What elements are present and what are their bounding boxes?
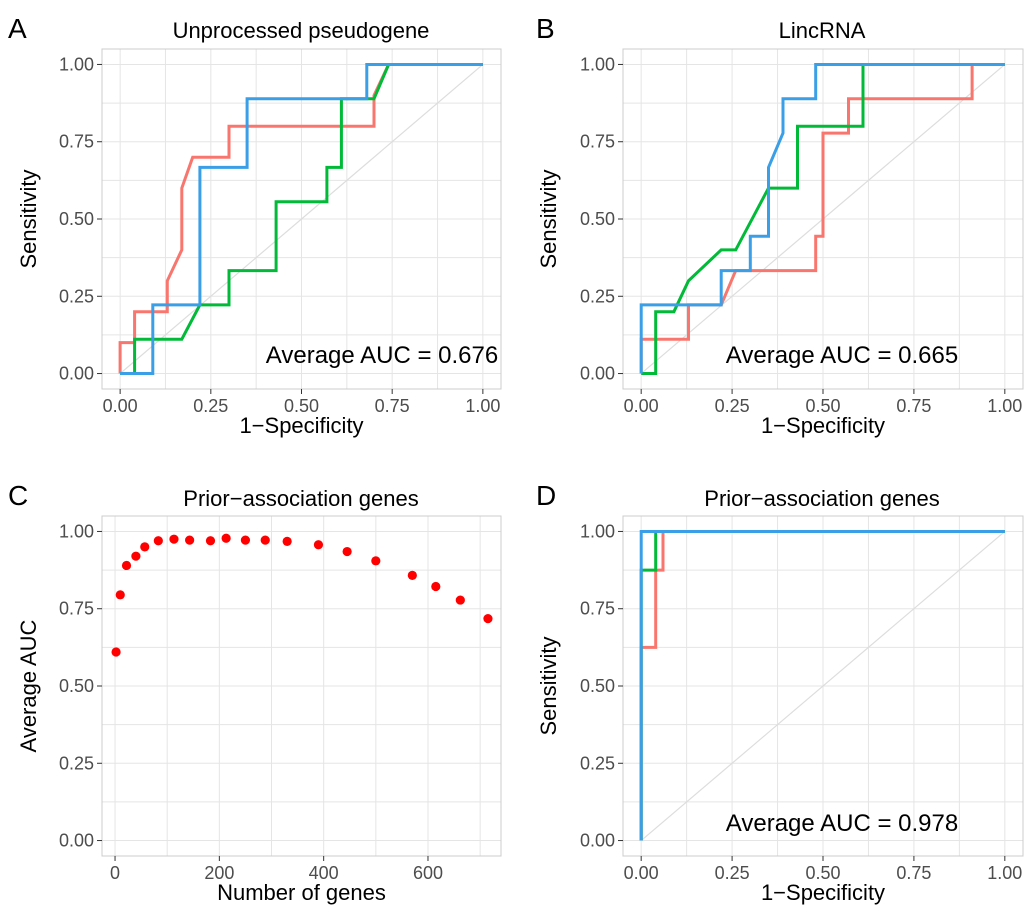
x-tick-label: 0.50 <box>284 396 319 416</box>
y-tick-label: 0.25 <box>580 753 615 773</box>
data-point <box>205 536 216 546</box>
x-tick-label: 0.00 <box>103 396 138 416</box>
auc-annotation: Average AUC = 0.978 <box>726 810 958 837</box>
panel-d: 0.00 0.25 0.50 0.75 1.00 0.00 0.25 0.50 0.75 1.00… <box>536 480 1024 905</box>
y-tick-label: 0.75 <box>580 599 615 619</box>
x-axis-title: 1−Specificity <box>761 413 885 438</box>
x-tick-label: 0.75 <box>896 863 931 883</box>
x-tick-label: 1.00 <box>987 396 1022 416</box>
y-axis-title: Sensitivity <box>536 636 561 735</box>
panel-b: 0.00 0.25 0.50 0.75 1.00 0.00 0.25 0.50 0.75 1.00… <box>536 13 1024 438</box>
y-tick-label: 0.50 <box>580 209 615 229</box>
y-tick-label: 0.25 <box>59 286 94 306</box>
panel-title: LincRNA <box>779 18 866 43</box>
data-point <box>431 581 441 592</box>
auc-annotation: Average AUC = 0.665 <box>726 342 958 369</box>
y-tick-label: 0.50 <box>59 209 94 229</box>
y-axis-title: Average AUC <box>16 619 41 752</box>
data-point <box>111 647 121 657</box>
y-tick-label: 1.00 <box>580 54 615 74</box>
y-tick-label: 0.50 <box>580 676 615 696</box>
data-point <box>483 614 493 624</box>
y-axis-title: Sensitivity <box>536 169 561 268</box>
x-tick-label: 1.00 <box>987 863 1022 883</box>
y-tick-label: 0.00 <box>59 831 94 851</box>
y-tick-label: 0.25 <box>59 753 94 773</box>
panel-letter: D <box>536 480 556 511</box>
x-tick-label: 1.00 <box>465 396 500 416</box>
roc-curve-series-3 <box>639 63 1005 374</box>
x-tick-label: 200 <box>204 863 234 883</box>
y-tick-label: 0.00 <box>580 364 615 384</box>
roc-curve-series-2 <box>641 63 1005 375</box>
x-tick-label: 0 <box>110 863 120 883</box>
y-tick-label: 0.75 <box>580 132 615 152</box>
x-axis-title: 1−Specificity <box>239 413 363 438</box>
roc-curve-series-3 <box>120 63 483 375</box>
data-point <box>455 595 465 605</box>
x-tick-label: 400 <box>309 863 339 883</box>
y-tick-label: 0.75 <box>59 132 94 152</box>
y-tick-label: 0.00 <box>580 831 615 851</box>
data-point <box>185 535 195 545</box>
auc-annotation: Average AUC = 0.676 <box>266 342 498 369</box>
diagonal-reference-line <box>640 530 1006 842</box>
panel-letter: A <box>8 13 27 44</box>
y-tick-label: 0.00 <box>59 364 94 384</box>
y-tick-label: 0.50 <box>59 676 94 696</box>
panel-title: Prior−association genes <box>183 486 418 511</box>
x-tick-label: 0.25 <box>715 396 750 416</box>
panel-a: 0.00 0.25 0.50 0.75 1.00 0.00 0.25 0.50 0.75 1.00… <box>8 13 502 438</box>
x-tick-label: 0.00 <box>624 863 659 883</box>
panel-c: 0 200 400 600 0.00 0.25 0.50 0.75 1.00 C Prior−ass… <box>8 480 502 905</box>
data-point <box>313 540 324 550</box>
data-point <box>342 546 352 557</box>
panel-title: Unprocessed pseudogene <box>173 18 430 43</box>
y-tick-label: 1.00 <box>580 521 615 541</box>
data-point <box>153 536 163 546</box>
x-tick-label: 0.25 <box>193 396 228 416</box>
x-axis-title: 1−Specificity <box>761 880 885 905</box>
diagonal-reference-line <box>119 63 484 375</box>
data-point <box>282 536 292 546</box>
data-point <box>407 570 417 580</box>
y-tick-label: 1.00 <box>59 54 94 74</box>
x-tick-label: 0.50 <box>805 396 840 416</box>
x-axis-title: Number of genes <box>217 880 386 905</box>
data-point <box>260 535 270 545</box>
x-tick-label: 0.25 <box>715 863 750 883</box>
panel-title: Prior−association genes <box>704 486 939 511</box>
data-point <box>371 556 381 566</box>
roc-curve-series-3 <box>639 530 1005 841</box>
panel-letter: B <box>536 13 555 44</box>
data-point <box>140 542 150 552</box>
y-axis-title: Sensitivity <box>16 169 41 268</box>
panel-letter: C <box>8 480 28 511</box>
roc-curve-series-1 <box>118 63 483 374</box>
y-tick-label: 1.00 <box>59 521 94 541</box>
x-tick-label: 600 <box>413 863 443 883</box>
data-point <box>131 551 141 561</box>
data-point <box>240 535 251 545</box>
y-tick-label: 0.75 <box>59 599 94 619</box>
x-tick-label: 0.50 <box>805 863 840 883</box>
x-tick-label: 0.75 <box>896 396 931 416</box>
x-tick-label: 0.75 <box>375 396 410 416</box>
data-point <box>221 533 231 543</box>
roc-curve-series-1 <box>639 63 1005 374</box>
y-tick-label: 0.25 <box>580 286 615 306</box>
data-point <box>121 560 132 571</box>
data-point <box>115 590 125 600</box>
data-point <box>169 534 179 544</box>
x-tick-label: 0.00 <box>624 396 659 416</box>
